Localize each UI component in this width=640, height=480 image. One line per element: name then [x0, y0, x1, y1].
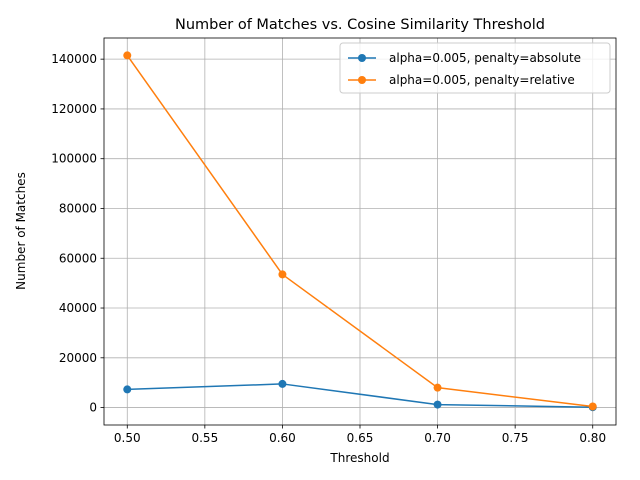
x-tick-label: 0.65 [347, 431, 374, 445]
series-2 [123, 51, 597, 411]
y-tick-label: 140000 [51, 52, 97, 66]
x-axis-label: Threshold [329, 451, 389, 465]
series-line [126, 54, 593, 408]
y-axis-label: Number of Matches [14, 172, 28, 290]
data-point [588, 402, 597, 411]
data-point [433, 383, 442, 392]
y-tick-label: 0 [89, 401, 97, 415]
legend-label: alpha=0.005, penalty=relative [389, 73, 575, 87]
series-line [127, 383, 593, 408]
y-tick-label: 40000 [59, 301, 97, 315]
data-point [278, 270, 287, 279]
x-tick-label: 0.80 [579, 431, 606, 445]
x-tick-label: 0.55 [191, 431, 218, 445]
series-layer [123, 51, 597, 412]
legend-marker [358, 54, 366, 62]
x-tick-label: 0.75 [502, 431, 529, 445]
legend-item: alpha=0.005, penalty=relative [348, 73, 575, 87]
legend: alpha=0.005, penalty=absolute alpha=0.005… [339, 42, 611, 94]
legend-label: alpha=0.005, penalty=absolute [389, 51, 581, 65]
legend-marker [358, 76, 366, 84]
data-point [123, 51, 132, 60]
x-tick-label: 0.70 [424, 431, 451, 445]
legend-item: alpha=0.005, penalty=absolute [348, 51, 581, 65]
legend-box [339, 42, 611, 94]
data-point [123, 385, 132, 394]
x-axis-ticks: 0.50 0.55 0.60 0.65 0.70 0.75 0.80 [114, 425, 606, 445]
y-axis-ticks: 0 20000 40000 60000 80000 100000 120000 140000 [51, 52, 104, 415]
x-tick-label: 0.60 [269, 431, 296, 445]
y-tick-label: 100000 [51, 152, 97, 166]
data-point [433, 400, 442, 409]
y-tick-label: 20000 [59, 351, 97, 365]
chart-title: Number of Matches vs. Cosine Similarity … [175, 17, 545, 33]
x-tick-label: 0.50 [114, 431, 141, 445]
y-tick-label: 60000 [59, 251, 97, 265]
y-tick-label: 120000 [51, 102, 97, 116]
grid-lines [104, 38, 616, 425]
data-point [278, 379, 287, 388]
y-tick-label: 80000 [59, 201, 97, 215]
